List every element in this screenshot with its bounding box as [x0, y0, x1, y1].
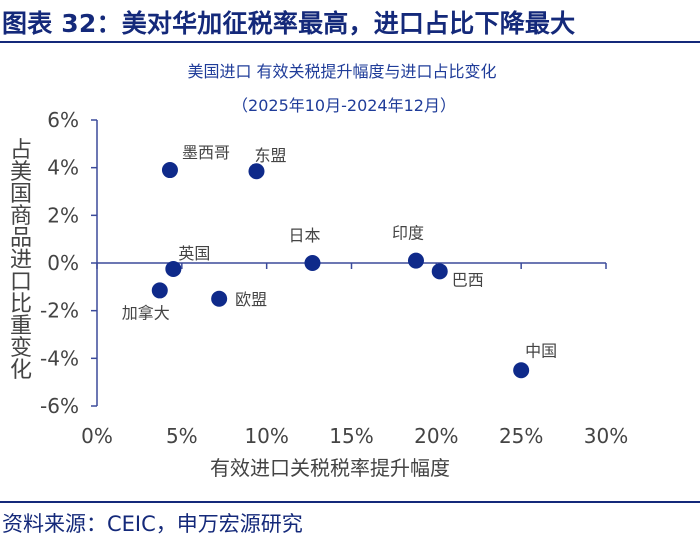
figure-header: 图表 32：美对华加征税率最高，进口占比下降最大: [0, 0, 700, 43]
point-label: 印度: [392, 224, 424, 243]
scatter-chart: 6%4%2%0%-2%-4%-6%0% 5% 10% 15% 20% 25% 30%墨西哥东…: [40, 108, 628, 448]
point-label: 巴西: [452, 270, 484, 289]
data-point: [151, 282, 168, 299]
data-point: [161, 162, 178, 179]
source-note: 资料来源：CEIC，申万宏源研究: [2, 512, 303, 536]
y-tick-label: -2%: [40, 299, 79, 323]
data-point: [513, 362, 530, 379]
data-point: [407, 252, 424, 269]
point-label: 欧盟: [235, 290, 267, 309]
data-point: [304, 255, 321, 271]
point-label: 英国: [178, 244, 210, 263]
point-label: 加拿大: [122, 303, 170, 322]
x-axis-label: 有效进口关税税率提升幅度: [210, 456, 450, 480]
data-point: [431, 263, 448, 280]
point-label: 日本: [288, 226, 320, 245]
chart-subtitle: （2025年10月-2024年12月）: [232, 96, 456, 115]
x-tick-label: 30%: [584, 424, 628, 448]
data-point: [165, 260, 182, 277]
y-axis-label: 占美国商品进口比重变化: [9, 138, 32, 383]
x-tick-label: 25%: [499, 424, 543, 448]
figure-title: 图表 32：美对华加征税率最高，进口占比下降最大: [2, 9, 576, 38]
header-divider: [0, 41, 700, 43]
y-tick-label: 0%: [47, 251, 79, 275]
point-label: 东盟: [254, 146, 286, 165]
x-tick-label: 20%: [414, 424, 458, 448]
data-point: [211, 290, 228, 307]
y-tick-label: 4%: [47, 156, 79, 180]
x-tick-label: 0%: [81, 424, 113, 448]
x-tick-label: 15%: [329, 424, 373, 448]
y-tick-label: -6%: [40, 394, 79, 418]
y-tick-label: -4%: [40, 346, 79, 370]
y-tick-label: 6%: [47, 108, 79, 132]
point-label: 墨西哥: [182, 143, 230, 162]
chart-title: 美国进口 有效关税提升幅度与进口占比变化: [187, 62, 497, 81]
footer-divider: [0, 501, 700, 503]
y-tick-label: 2%: [47, 203, 79, 227]
data-point: [248, 163, 265, 180]
x-tick-label: 10%: [244, 424, 288, 448]
x-tick-label: 5%: [166, 424, 198, 448]
point-label: 中国: [525, 341, 557, 360]
